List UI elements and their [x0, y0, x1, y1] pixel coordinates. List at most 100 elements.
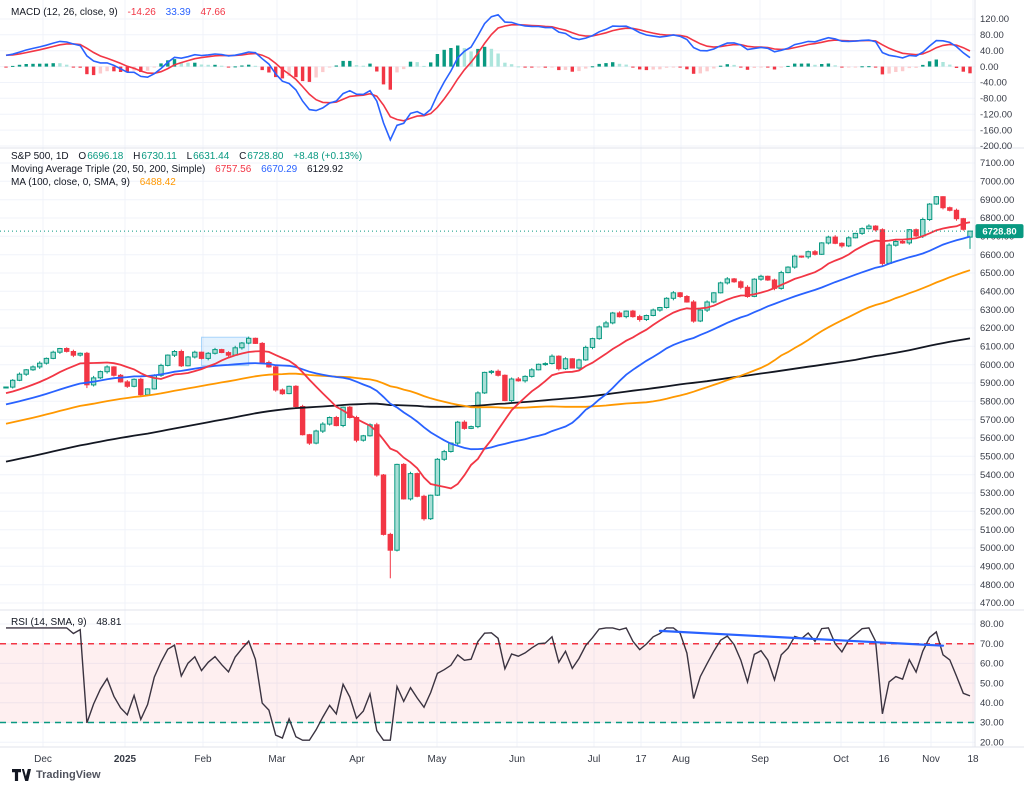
macd-legend-title: MACD (12, 26, close, 9): [11, 7, 118, 18]
svg-text:60.00: 60.00: [980, 659, 1004, 670]
svg-text:Mar: Mar: [268, 754, 286, 765]
svg-text:Aug: Aug: [672, 754, 690, 765]
svg-text:6500.00: 6500.00: [980, 268, 1014, 279]
sma50-value: 6670.29: [261, 164, 298, 175]
svg-text:-120.00: -120.00: [980, 109, 1012, 120]
ohlc-low: L6631.44: [186, 151, 230, 162]
macd-histogram: [4, 45, 972, 90]
svg-text:20.00: 20.00: [980, 737, 1004, 748]
tradingview-logo-icon: [12, 768, 31, 782]
svg-text:5500.00: 5500.00: [980, 452, 1014, 463]
rsi-line: [6, 627, 971, 741]
macd-signal-value: 47.66: [200, 7, 226, 18]
svg-text:50.00: 50.00: [980, 678, 1004, 689]
svg-text:18: 18: [967, 754, 979, 765]
ohlc-open: O6696.18: [78, 151, 124, 162]
svg-text:6300.00: 6300.00: [980, 305, 1014, 316]
macd-histogram-value: -14.26: [127, 7, 156, 18]
time-scale[interactable]: [0, 747, 1024, 786]
svg-text:5900.00: 5900.00: [980, 378, 1014, 389]
rsi-pane[interactable]: [0, 627, 975, 741]
svg-text:5700.00: 5700.00: [980, 415, 1014, 426]
ohlc-high: H6730.11: [133, 151, 177, 162]
svg-text:6728.80: 6728.80: [982, 227, 1016, 238]
symbol-legend: S&P 500, 1D O6696.18 H6730.11 L6631.44 C…: [11, 151, 362, 163]
macd-signal-line: [5, 23, 971, 122]
symbol-title: S&P 500, 1D: [11, 151, 69, 162]
grid-horizontal: [0, 18, 975, 743]
svg-text:4900.00: 4900.00: [980, 562, 1014, 573]
svg-text:-80.00: -80.00: [980, 94, 1007, 105]
svg-text:17: 17: [635, 754, 647, 765]
macd-pane[interactable]: [4, 13, 972, 142]
svg-text:4800.00: 4800.00: [980, 580, 1014, 591]
svg-text:Jun: Jun: [509, 754, 525, 765]
macd-legend: MACD (12, 26, close, 9) -14.26 33.39 47.…: [11, 7, 225, 19]
ma-triple-title: Moving Average Triple (20, 50, 200, Simp…: [11, 164, 206, 175]
tradingview-logo[interactable]: TradingView: [12, 768, 101, 782]
svg-text:May: May: [428, 754, 447, 765]
svg-text:40.00: 40.00: [980, 698, 1004, 709]
svg-text:80.00: 80.00: [980, 30, 1004, 41]
svg-text:16: 16: [878, 754, 890, 765]
svg-text:Nov: Nov: [922, 754, 940, 765]
svg-text:5400.00: 5400.00: [980, 470, 1014, 481]
sma20-value: 6757.56: [215, 164, 252, 175]
highlight-zone-drawing[interactable]: [201, 336, 250, 367]
svg-text:5100.00: 5100.00: [980, 525, 1014, 536]
macd-line-value: 33.39: [165, 7, 191, 18]
ohlc-close: C6728.80: [239, 151, 284, 162]
svg-text:Feb: Feb: [194, 754, 212, 765]
svg-text:40.00: 40.00: [980, 46, 1004, 57]
rsi-legend: RSI (14, SMA, 9) 48.81: [11, 617, 121, 629]
ma100-title: MA (100, close, 0, SMA, 9): [11, 177, 130, 188]
svg-text:6800.00: 6800.00: [980, 213, 1014, 224]
svg-text:Jul: Jul: [588, 754, 601, 765]
svg-text:6600.00: 6600.00: [980, 250, 1014, 261]
last-price-label: 6728.80: [975, 224, 1024, 239]
sma-20-line: [5, 221, 971, 490]
svg-text:5000.00: 5000.00: [980, 543, 1014, 554]
sma-50-line: [5, 235, 971, 451]
svg-text:-160.00: -160.00: [980, 125, 1012, 136]
tradingview-logo-label: TradingView: [36, 769, 101, 781]
time-axis-labels: Dec 2025 Feb Mar Apr May Jun Jul 17 Aug Sep Oct 16 No…: [34, 754, 979, 765]
svg-text:Apr: Apr: [349, 754, 365, 765]
ma-triple-legend: Moving Average Triple (20, 50, 200, Simp…: [11, 164, 343, 176]
svg-text:0.00: 0.00: [980, 62, 999, 73]
price-pane[interactable]: [0, 196, 975, 579]
macd-line: [5, 13, 971, 142]
rsi-trendline-drawing[interactable]: [658, 629, 945, 647]
rsi-value: 48.81: [96, 617, 122, 628]
svg-text:120.00: 120.00: [980, 14, 1009, 25]
svg-text:4700.00: 4700.00: [980, 598, 1014, 609]
svg-text:Dec: Dec: [34, 754, 52, 765]
svg-text:-40.00: -40.00: [980, 78, 1007, 89]
svg-text:6000.00: 6000.00: [980, 360, 1014, 371]
svg-text:6100.00: 6100.00: [980, 342, 1014, 353]
ma-100-line: [5, 269, 971, 425]
svg-text:Sep: Sep: [751, 754, 769, 765]
svg-text:5300.00: 5300.00: [980, 488, 1014, 499]
ma100-value: 6488.42: [139, 177, 176, 188]
svg-text:6200.00: 6200.00: [980, 323, 1014, 334]
svg-text:Oct: Oct: [833, 754, 849, 765]
change-value: +8.48 (+0.13%): [293, 151, 363, 162]
svg-text:6400.00: 6400.00: [980, 287, 1014, 298]
svg-text:2025: 2025: [114, 754, 137, 765]
svg-text:7100.00: 7100.00: [980, 158, 1014, 169]
svg-text:80.00: 80.00: [980, 619, 1004, 630]
price-scale[interactable]: [975, 0, 1024, 747]
rsi-band: [0, 643, 975, 723]
svg-text:5800.00: 5800.00: [980, 397, 1014, 408]
price-axis-labels: 120.00 80.00 40.00 0.00 -40.00 -80.00 -120.00 -…: [980, 14, 1014, 748]
svg-text:5200.00: 5200.00: [980, 507, 1014, 518]
ma100-legend: MA (100, close, 0, SMA, 9) 6488.42: [11, 177, 176, 189]
sma-200-line: [5, 337, 971, 463]
svg-text:70.00: 70.00: [980, 639, 1004, 650]
pane-dividers[interactable]: [0, 0, 1024, 748]
svg-text:-200.00: -200.00: [980, 141, 1012, 152]
sma200-value: 6129.92: [307, 164, 344, 175]
